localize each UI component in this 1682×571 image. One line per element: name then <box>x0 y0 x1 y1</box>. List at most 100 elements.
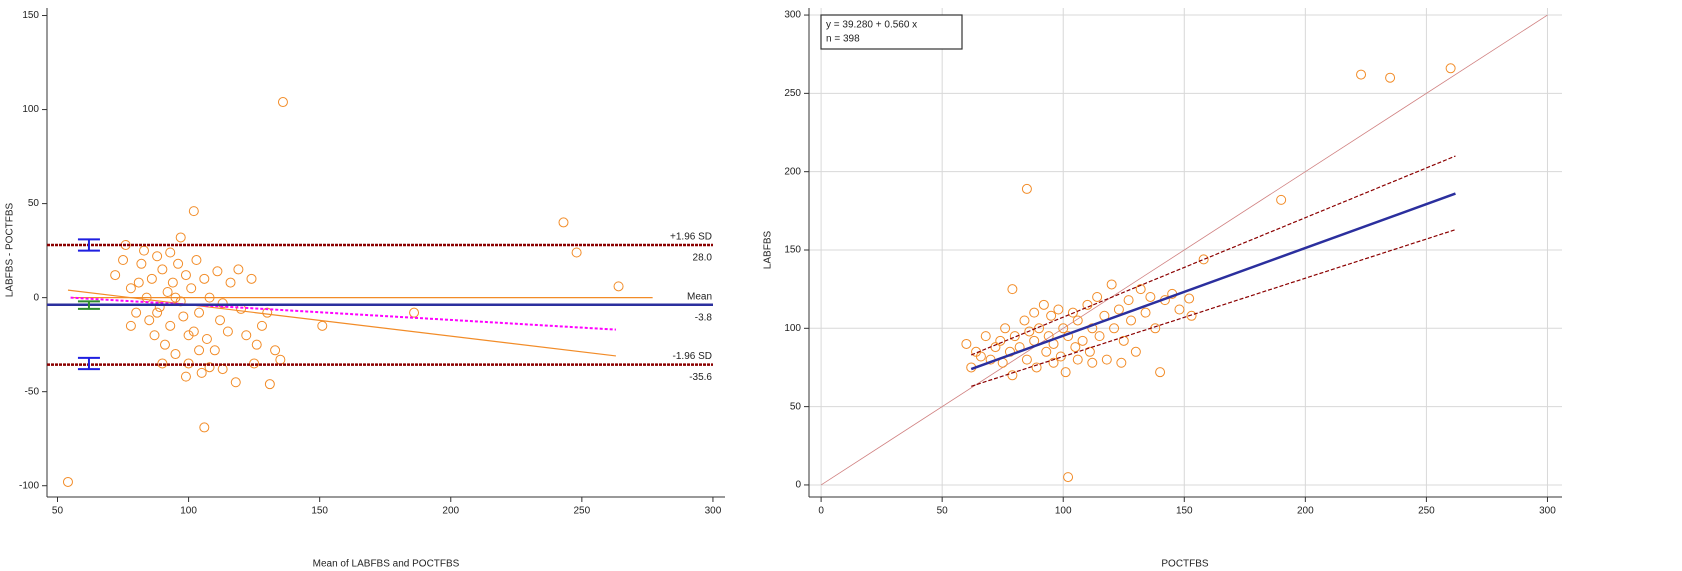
data-point <box>264 379 275 390</box>
identity-line <box>820 14 1548 486</box>
data-point <box>1145 291 1156 302</box>
data-point <box>1031 362 1042 373</box>
data-point <box>1135 284 1146 295</box>
x-tick-label: 100 <box>1055 506 1072 517</box>
data-point <box>990 342 1001 353</box>
x-tick-label: 250 <box>574 506 591 517</box>
data-point <box>1070 342 1081 353</box>
x-tick-label: 300 <box>705 506 722 517</box>
data-point <box>194 345 205 356</box>
data-point <box>571 247 582 258</box>
data-point <box>201 334 212 345</box>
data-point <box>1140 307 1151 318</box>
data-point <box>217 298 228 309</box>
data-point <box>170 349 181 360</box>
data-point <box>975 351 986 362</box>
data-point <box>1155 367 1166 378</box>
data-point <box>1021 183 1032 194</box>
data-point <box>217 364 228 375</box>
data-point <box>1046 310 1057 321</box>
x-axis-label: Mean of LABFBS and POCTFBS <box>313 559 460 570</box>
data-point <box>1356 69 1367 80</box>
data-point <box>1084 346 1095 357</box>
annotation: y = 39.280 + 0.560 x <box>826 20 917 31</box>
data-point <box>1007 284 1018 295</box>
ci-line <box>970 155 1456 356</box>
data-point <box>1021 354 1032 365</box>
data-point <box>183 330 194 341</box>
data-point <box>131 307 142 318</box>
data-point <box>1116 357 1127 368</box>
data-point <box>165 247 176 258</box>
limit-value: -35.6 <box>689 372 712 383</box>
data-point <box>1092 291 1103 302</box>
data-point <box>1126 315 1137 326</box>
x-tick-label: 150 <box>311 506 328 517</box>
data-point <box>175 232 186 243</box>
x-tick-label: 50 <box>52 506 64 517</box>
data-point <box>191 255 202 266</box>
data-point <box>222 326 233 337</box>
regression-line <box>970 192 1456 371</box>
data-point <box>256 320 267 331</box>
x-tick-label: 50 <box>937 506 949 517</box>
data-point <box>961 338 972 349</box>
data-point <box>995 335 1006 346</box>
y-tick-label: 50 <box>28 198 40 209</box>
data-point <box>199 422 210 433</box>
data-point <box>152 251 163 262</box>
data-point <box>1041 346 1052 357</box>
data-point <box>1082 299 1093 310</box>
mean-label: Mean <box>687 291 712 302</box>
data-point <box>204 362 215 373</box>
data-point <box>277 97 288 108</box>
y-tick-label: 150 <box>784 245 801 256</box>
data-point <box>1118 335 1129 346</box>
y-tick-label: 250 <box>784 88 801 99</box>
data-point <box>146 273 157 284</box>
data-point <box>194 307 205 318</box>
data-point <box>230 377 241 388</box>
data-point <box>225 277 236 288</box>
data-point <box>1038 299 1049 310</box>
data-point <box>186 283 197 294</box>
data-point <box>251 339 262 350</box>
data-point <box>118 255 129 266</box>
data-point <box>1067 307 1078 318</box>
data-point <box>1063 472 1074 483</box>
data-point <box>1019 315 1030 326</box>
data-point <box>613 281 624 292</box>
x-tick-label: 250 <box>1418 506 1435 517</box>
data-point <box>409 307 420 318</box>
data-point <box>270 345 281 356</box>
data-point <box>154 302 165 313</box>
data-point <box>149 330 160 341</box>
data-point <box>1186 310 1197 321</box>
data-point <box>188 206 199 217</box>
y-tick-label: 300 <box>784 10 801 21</box>
data-point <box>162 286 173 297</box>
limit-value: 28.0 <box>693 253 713 264</box>
data-point <box>178 311 189 322</box>
y-tick-label: 200 <box>784 166 801 177</box>
data-point <box>165 320 176 331</box>
data-point <box>1276 194 1287 205</box>
data-point <box>199 273 210 284</box>
data-point <box>1174 304 1185 315</box>
x-tick-label: 300 <box>1539 506 1556 517</box>
y-tick-label: 50 <box>790 401 802 412</box>
data-point <box>1055 351 1066 362</box>
data-point <box>157 264 168 275</box>
data-point <box>180 371 191 382</box>
data-point <box>133 277 144 288</box>
data-point <box>1087 357 1098 368</box>
data-point <box>241 330 252 341</box>
y-tick-label: 100 <box>784 323 801 334</box>
data-point <box>1106 279 1117 290</box>
y-axis-label: LABFBS - POCTFBS <box>5 202 16 297</box>
ci-line <box>971 229 1456 387</box>
data-point <box>152 307 163 318</box>
x-tick-label: 200 <box>1297 506 1314 517</box>
